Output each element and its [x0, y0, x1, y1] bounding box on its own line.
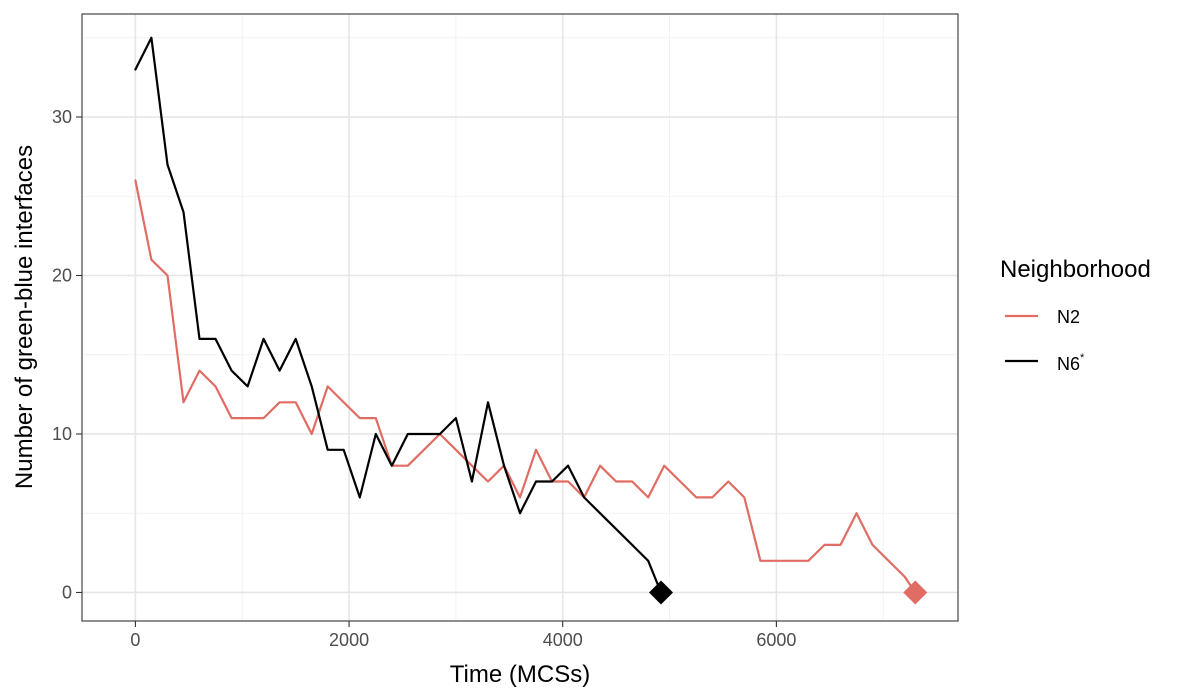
legend: Neighborhood N2 N6*: [1000, 256, 1151, 374]
legend-title: Neighborhood: [1000, 256, 1151, 283]
grid-major: [82, 14, 958, 621]
series-line-n2: [134, 179, 917, 594]
y-tick-label: 10: [52, 424, 72, 444]
y-axis: 0 10 20 30: [52, 107, 82, 602]
x-tick-label: 4000: [543, 630, 583, 650]
y-tick-label: 20: [52, 266, 72, 286]
end-marker-n2: [903, 580, 928, 605]
legend-label-n6: N6*: [1057, 352, 1085, 374]
legend-label-n2: N2: [1057, 307, 1080, 327]
x-axis-title: Time (MCSs): [450, 661, 590, 688]
x-tick-label: 2000: [329, 630, 369, 650]
x-tick-label: 0: [130, 630, 140, 650]
series-layer: [134, 36, 928, 605]
y-tick-label: 0: [62, 582, 72, 602]
x-tick-label: 6000: [756, 630, 796, 650]
x-axis: 0 2000 4000 6000: [130, 621, 796, 650]
end-marker-n6: [649, 580, 674, 605]
plot-panel: [82, 14, 958, 621]
y-tick-label: 30: [52, 107, 72, 127]
y-axis-title: Number of green-blue interfaces: [11, 145, 38, 489]
series-line-n6: [134, 36, 663, 594]
plot-border: [81, 13, 959, 622]
